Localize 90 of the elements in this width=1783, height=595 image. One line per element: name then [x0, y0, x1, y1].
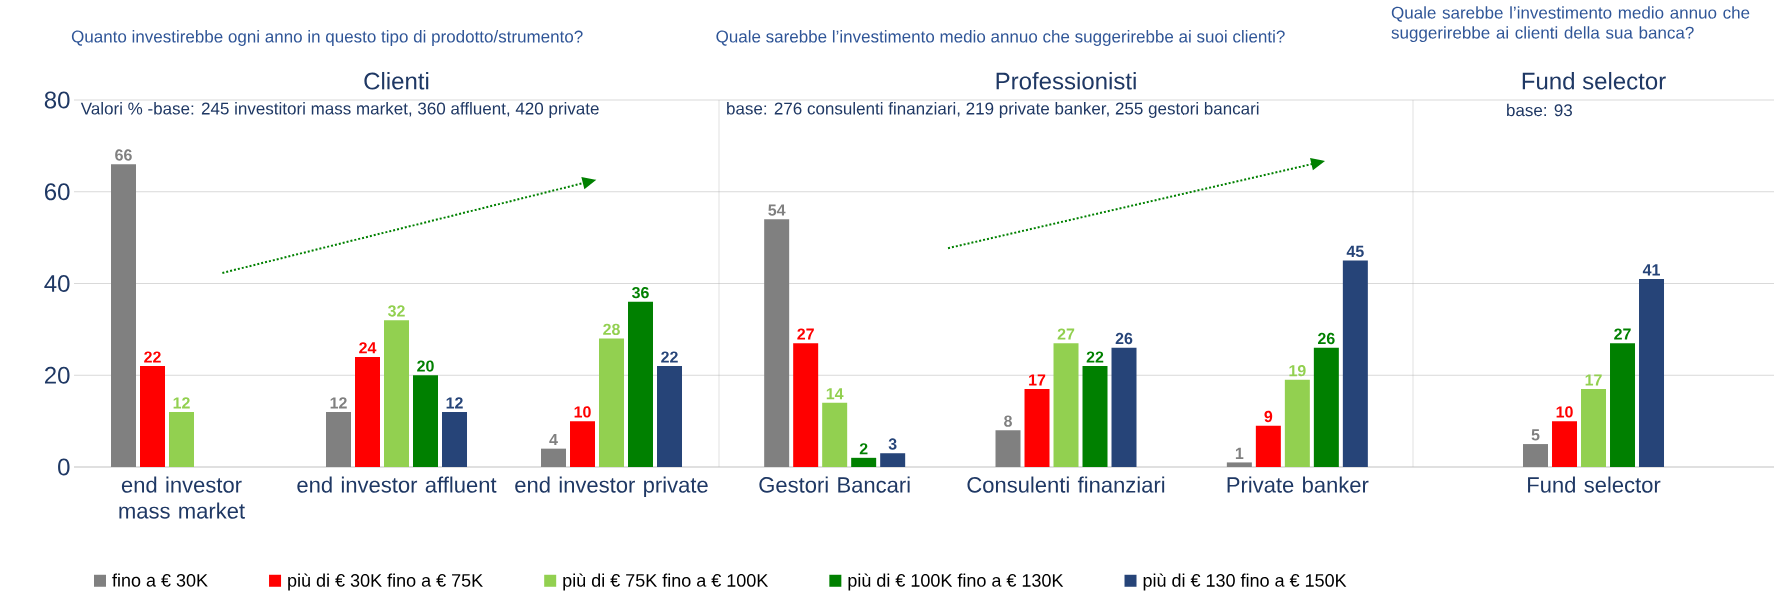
bar [1313, 347, 1339, 467]
data-label: 27 [797, 328, 814, 340]
legend-label: più di € 100K fino a € 130K [848, 573, 1064, 591]
bar [570, 421, 596, 467]
data-label: 41 [1642, 264, 1660, 276]
bar [880, 453, 906, 467]
legend-label: più di € 75K fino a € 100K [563, 573, 769, 591]
bar [1610, 343, 1636, 467]
data-label: 19 [1289, 364, 1306, 377]
bar [1342, 260, 1368, 467]
bar [764, 219, 790, 467]
data-label: 26 [1318, 332, 1335, 345]
legend-label: fino a € 30K [112, 573, 208, 587]
y-tick-label: 0 [58, 458, 70, 476]
data-label: 12 [173, 397, 190, 409]
bar [1523, 444, 1549, 467]
data-label: 26 [1115, 332, 1133, 345]
bar [628, 301, 654, 467]
bar [1082, 366, 1108, 467]
bar [1552, 421, 1578, 467]
data-label: 4 [549, 434, 558, 446]
bar [599, 338, 625, 467]
data-label: 66 [115, 149, 132, 161]
bar [793, 343, 819, 467]
bar [111, 164, 136, 467]
bar [1639, 278, 1665, 467]
x-tick-label: Gestori Bancari [759, 476, 910, 493]
x-tick-label: Private banker [1227, 476, 1369, 493]
data-label: 10 [574, 406, 591, 418]
bar [851, 457, 877, 467]
y-tick-label: 20 [44, 366, 70, 384]
data-label: 10 [1556, 406, 1573, 418]
y-tick-label: 80 [44, 91, 70, 109]
chart-subtitle: Valori % -base: 245 investitori mass market, 360 affluent, 420 private [80, 102, 599, 118]
legend-label: più di € 130 fino a € 150K [1143, 573, 1347, 591]
data-label: 36 [631, 286, 649, 299]
data-label: 3 [888, 438, 897, 450]
data-label: 27 [1057, 328, 1075, 340]
bar [822, 402, 848, 467]
x-tick-label: end investor mass market [119, 476, 245, 519]
chart-title: Professionisti [996, 71, 1136, 90]
chart-title: Clienti [364, 71, 429, 90]
data-label: 17 [1585, 374, 1602, 386]
bar [1024, 389, 1050, 467]
data-label: 12 [330, 397, 347, 409]
bar [326, 411, 351, 467]
data-label: 20 [417, 360, 434, 372]
bar [1284, 379, 1310, 467]
bar [541, 448, 567, 467]
bar [169, 411, 194, 467]
x-tick-label: end investor private [515, 476, 708, 498]
data-label: 22 [661, 351, 678, 363]
data-label: 2 [859, 443, 868, 455]
data-label: 5 [1531, 429, 1540, 441]
bar [413, 375, 439, 467]
data-label: 22 [1086, 351, 1104, 363]
text: Quanto investirebbe ogni anno in questo tipo di prodotto/strumento? [71, 30, 583, 46]
text: Quale sarebbe l’investimento medio annuo che suggerirebbe ai suoi clienti? [716, 30, 1285, 46]
bar [1255, 425, 1281, 467]
y-tick-label: 60 [45, 183, 70, 201]
x-tick-label: end investor affluent [297, 476, 497, 493]
data-label: 12 [446, 397, 463, 409]
bar [995, 430, 1021, 467]
data-label: 24 [359, 342, 377, 354]
data-label: 1 [1235, 447, 1244, 459]
data-label: 17 [1029, 374, 1046, 386]
bar [1581, 389, 1607, 467]
data-label: 27 [1614, 328, 1631, 340]
bar [1111, 347, 1137, 467]
data-label: 54 [768, 204, 786, 216]
bar [140, 366, 166, 467]
data-label: 45 [1346, 245, 1364, 258]
text: Quale sarebbe l’investimento medio annuo che suggerirebbe ai clienti della sua banca? [1391, 6, 1750, 43]
data-label: 22 [144, 351, 161, 363]
chart-subtitle: base: 93 [1507, 103, 1572, 117]
data-label: 8 [1004, 415, 1012, 427]
data-label: 28 [603, 323, 620, 336]
data-label: 9 [1264, 410, 1273, 423]
bar [657, 366, 683, 467]
legend-label: più di € 30K fino a € 75K [288, 573, 483, 591]
bar [355, 356, 380, 467]
y-tick-label: 40 [44, 275, 70, 292]
chart-subtitle: base: 276 consulenti finanziari, 219 private banker, 255 gestori bancari [727, 102, 1259, 118]
bar [442, 411, 468, 467]
data-label: 14 [826, 388, 844, 400]
bar [1053, 343, 1079, 467]
data-label: 32 [387, 305, 405, 317]
x-tick-label: Consulenti finanziari [967, 476, 1165, 493]
bar [1226, 462, 1252, 467]
bar [384, 320, 410, 467]
